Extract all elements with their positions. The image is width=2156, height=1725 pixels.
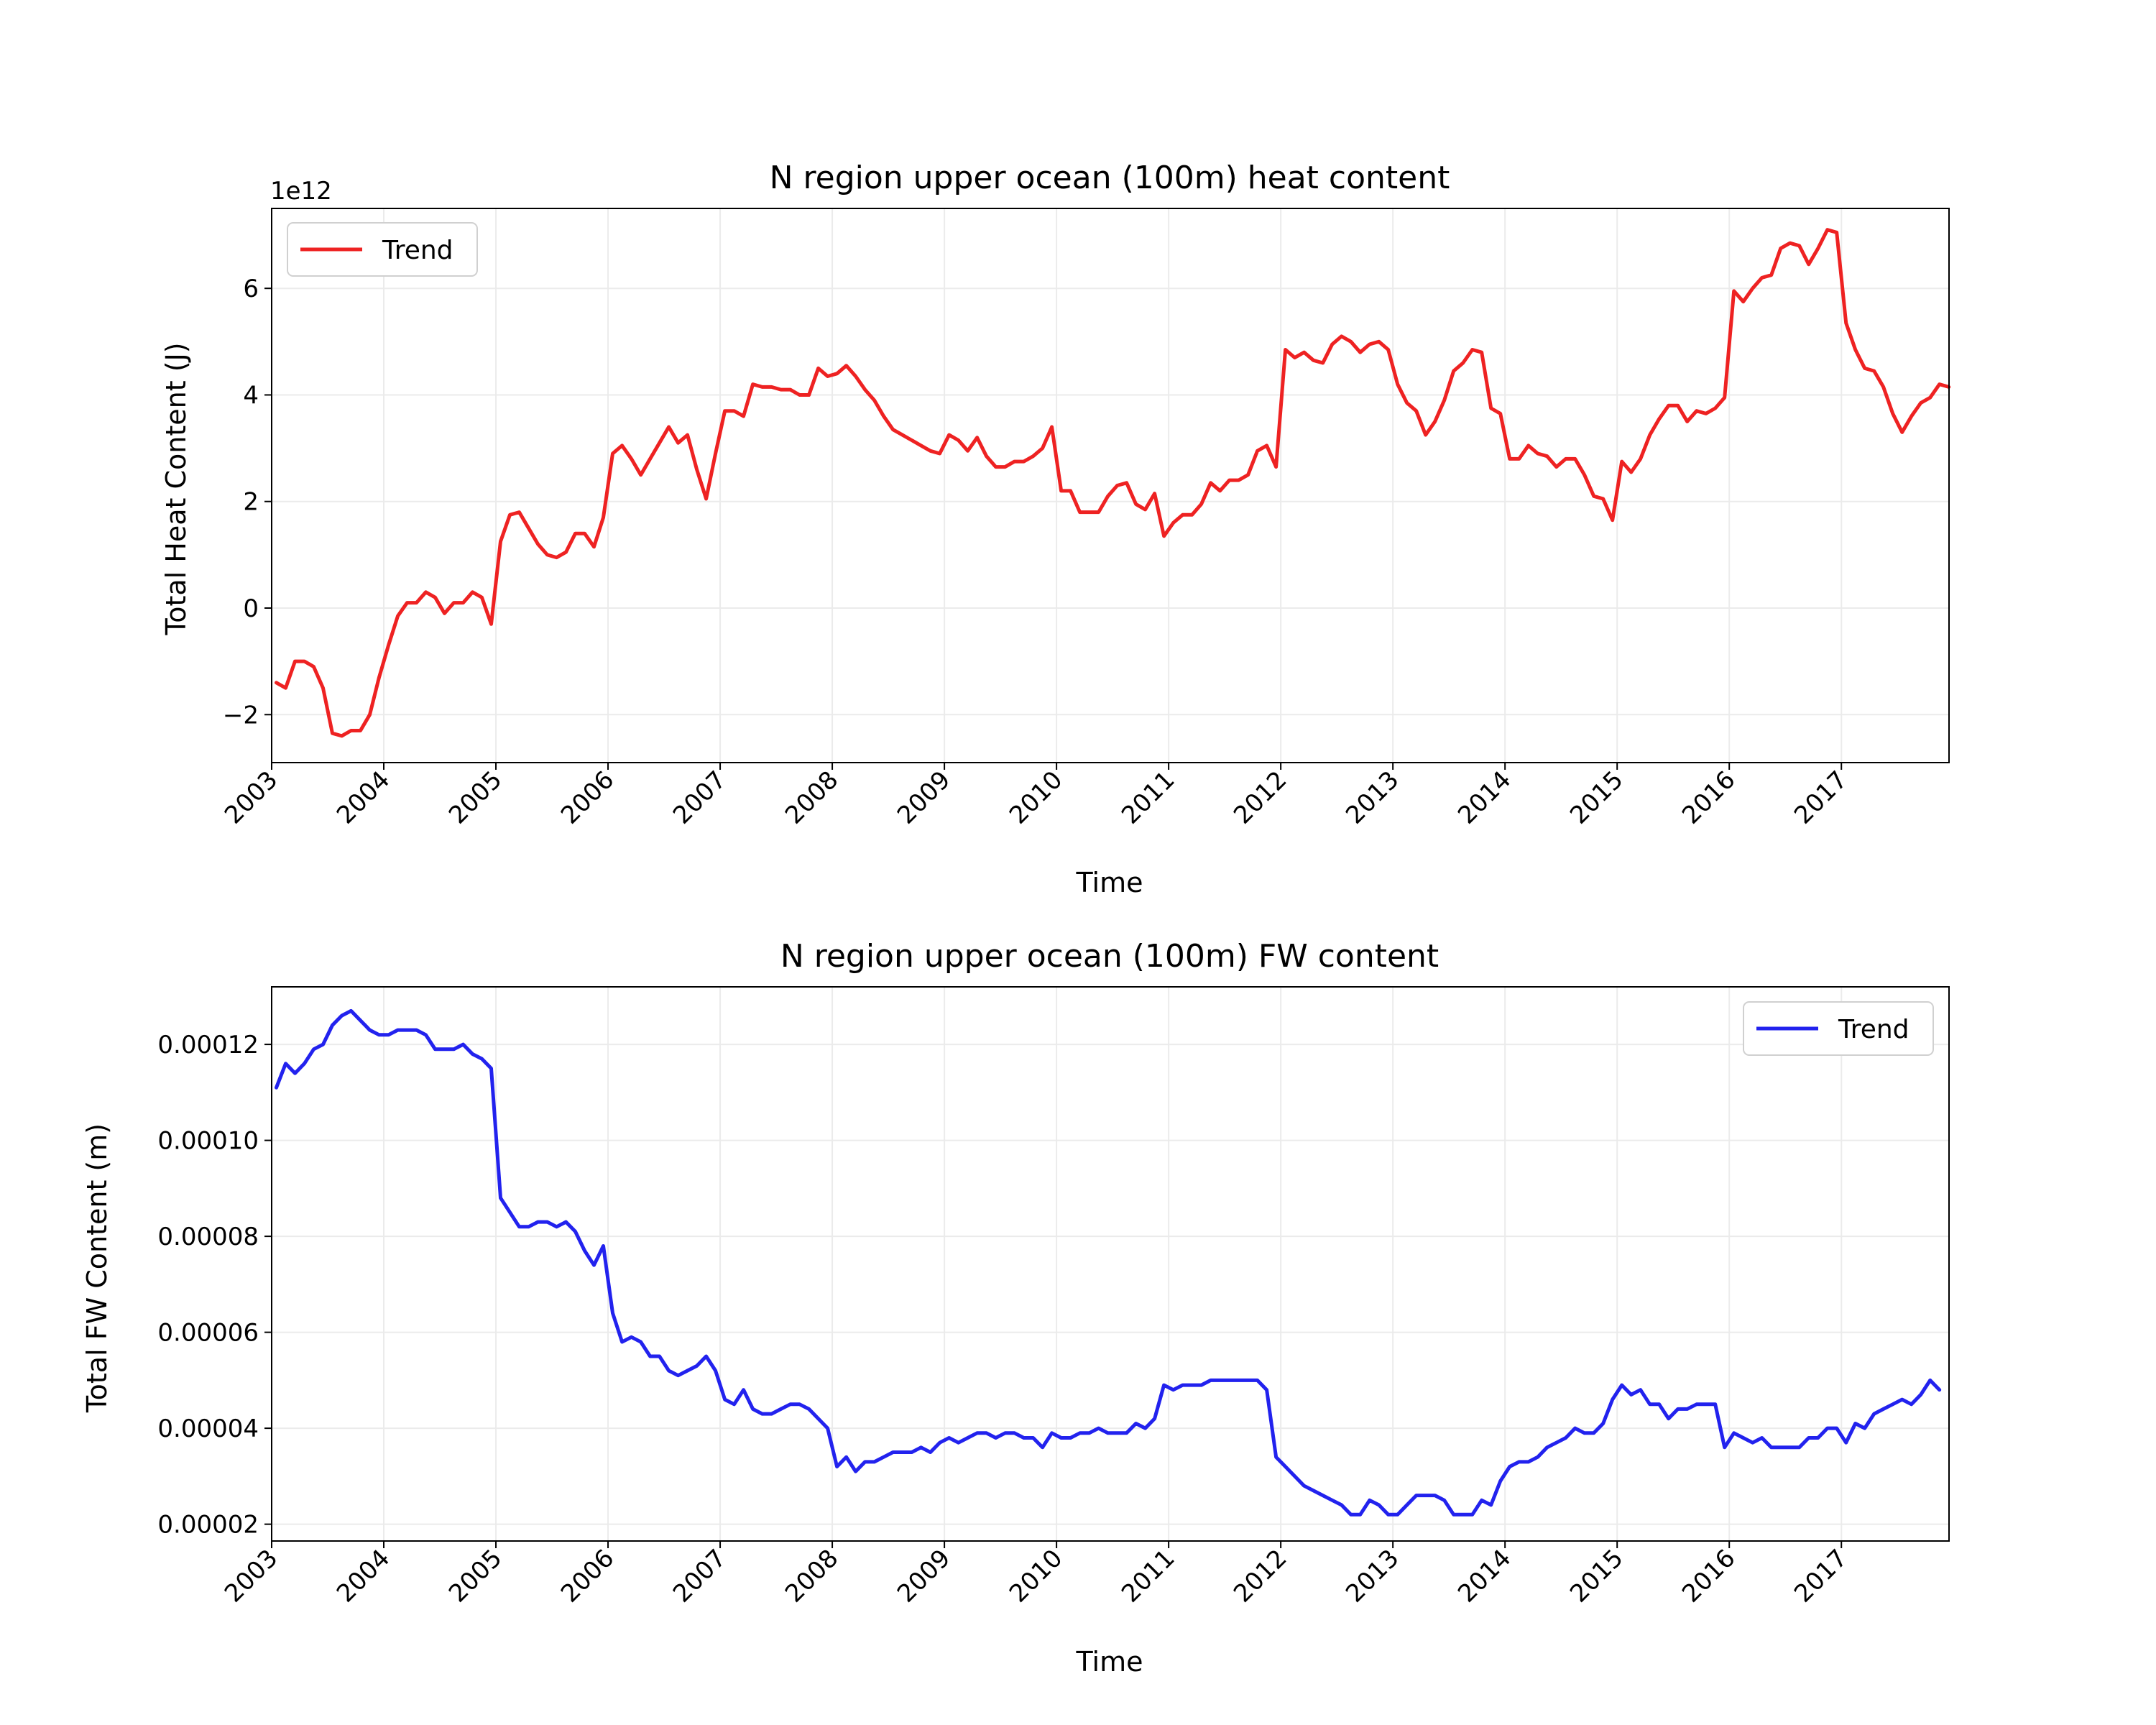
series-layer xyxy=(275,1008,1942,1517)
legend: Trend xyxy=(287,222,478,277)
y-tick-label: 0.00010 xyxy=(157,1127,259,1156)
y-offset-label: 1e12 xyxy=(270,177,332,206)
y-axis-label: Total Heat Content (J) xyxy=(160,342,192,635)
legend-box xyxy=(287,222,478,277)
y-axis-label: Total FW Content (m) xyxy=(81,1123,113,1413)
gridlines xyxy=(271,208,1949,763)
y-tick-label: 0.00006 xyxy=(157,1319,259,1348)
plot-frame xyxy=(271,208,1950,763)
series-layer xyxy=(275,228,1951,738)
y-tick-label: 2 xyxy=(243,488,259,517)
y-tick-label: 0.00008 xyxy=(157,1223,259,1251)
y-tick-label: 0 xyxy=(243,594,259,623)
chart-title: N region upper ocean (100m) heat content xyxy=(770,160,1450,196)
legend-label: Trend xyxy=(1838,1015,1909,1044)
plot-frame xyxy=(271,986,1950,1542)
chart-title: N region upper ocean (100m) FW content xyxy=(780,938,1439,975)
y-tick-label: 0.00004 xyxy=(157,1414,259,1443)
x-axis-label: Time xyxy=(1076,1646,1143,1678)
x-axis-label: Time xyxy=(1076,867,1143,898)
legend-box xyxy=(1743,1001,1934,1056)
y-axis-ticks: 0.00002 0.00004 0.00006 0.00008 0.00010 0.000… xyxy=(157,1031,272,1540)
series-line-trend xyxy=(275,228,1951,738)
gridlines xyxy=(271,987,1949,1541)
y-tick-label: −2 xyxy=(223,701,259,730)
y-tick-label: 4 xyxy=(243,381,259,410)
legend: Trend xyxy=(1743,1001,1934,1056)
y-tick-label: 0.00012 xyxy=(157,1031,259,1059)
y-tick-label: 0.00002 xyxy=(157,1511,259,1540)
fw-content-chart: N region upper ocean (100m) FW content 2… xyxy=(81,938,1950,1678)
series-line-trend xyxy=(275,1008,1942,1517)
y-tick-label: 6 xyxy=(243,275,259,303)
legend-label: Trend xyxy=(382,236,453,265)
y-axis-ticks: −2 0 2 4 6 xyxy=(223,275,272,730)
